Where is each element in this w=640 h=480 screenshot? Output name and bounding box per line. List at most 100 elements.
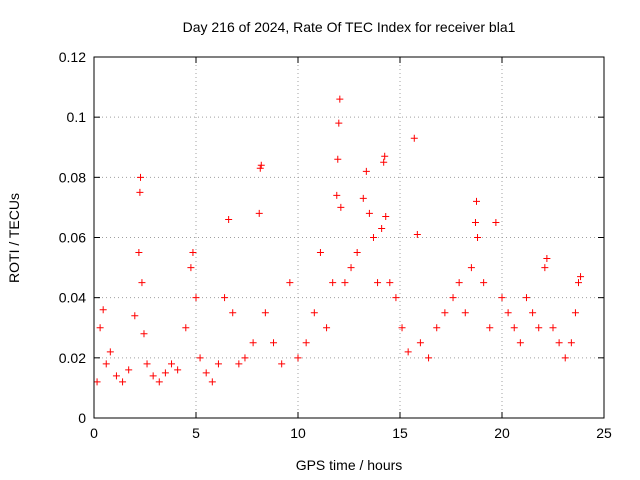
data-point	[249, 339, 257, 347]
data-point	[577, 273, 585, 281]
data-point	[455, 279, 463, 287]
data-point	[486, 324, 494, 332]
y-axis-label: ROTI / TECUs	[6, 193, 22, 283]
data-point	[149, 372, 157, 380]
data-point	[398, 324, 406, 332]
data-point	[516, 339, 524, 347]
data-point	[202, 369, 210, 377]
data-point	[316, 249, 324, 257]
data-point	[522, 294, 530, 302]
data-point	[555, 339, 563, 347]
x-tick-label: 10	[290, 425, 306, 441]
data-point	[143, 360, 151, 368]
axis-ticks: 0 5 10 15 20 25 0 0.02 0.04 0.06 0.08 0.1 0.12	[59, 49, 612, 441]
y-tick-label: 0.06	[59, 230, 86, 246]
x-tick-label: 25	[596, 425, 612, 441]
y-tick-label: 0.04	[59, 290, 86, 306]
data-point	[255, 209, 263, 217]
chart-grid	[94, 57, 604, 418]
data-point	[131, 312, 139, 320]
data-point	[161, 369, 169, 377]
data-point	[359, 194, 367, 202]
data-point	[229, 309, 237, 317]
data-point	[261, 309, 269, 317]
data-point	[192, 294, 200, 302]
y-tick-label: 0	[78, 410, 86, 426]
x-tick-label: 15	[392, 425, 408, 441]
data-point	[136, 188, 144, 196]
data-point	[337, 203, 345, 211]
data-point	[374, 279, 382, 287]
data-point	[381, 152, 389, 160]
data-point	[567, 339, 575, 347]
y-tick-label: 0.08	[59, 169, 86, 185]
data-point	[334, 155, 342, 163]
y-tick-label: 0.12	[59, 49, 86, 65]
data-point	[137, 173, 145, 181]
data-point	[182, 324, 190, 332]
data-point	[549, 324, 557, 332]
data-point	[365, 209, 373, 217]
data-point	[208, 378, 216, 386]
data-point	[425, 354, 433, 362]
data-point	[125, 366, 133, 374]
x-tick-label: 5	[192, 425, 200, 441]
data-point	[257, 161, 265, 169]
data-point	[353, 249, 361, 257]
data-point	[310, 309, 318, 317]
data-point	[535, 324, 543, 332]
data-point	[302, 339, 310, 347]
data-point	[386, 279, 394, 287]
data-point	[571, 309, 579, 317]
data-point	[392, 294, 400, 302]
data-point	[416, 339, 424, 347]
data-point	[96, 324, 104, 332]
data-points	[93, 95, 585, 386]
data-point	[119, 378, 127, 386]
data-point	[333, 191, 341, 199]
data-point	[369, 234, 377, 241]
data-point	[498, 294, 506, 302]
data-point	[382, 212, 390, 220]
data-point	[235, 360, 243, 368]
data-point	[575, 279, 582, 287]
data-point	[449, 294, 457, 302]
chart-title: Day 216 of 2024, Rate Of TEC Index for r…	[183, 19, 516, 35]
data-point	[294, 354, 302, 362]
data-point	[241, 354, 249, 362]
data-point	[441, 309, 449, 317]
data-point	[214, 360, 222, 368]
data-point	[492, 218, 500, 226]
data-point	[135, 249, 143, 257]
data-point	[335, 119, 343, 127]
data-point	[467, 264, 475, 272]
data-point	[174, 366, 182, 374]
data-point	[221, 294, 229, 302]
data-point	[286, 279, 294, 287]
data-point	[336, 95, 344, 103]
data-point	[461, 309, 469, 317]
data-point	[140, 330, 148, 338]
data-point	[102, 360, 110, 368]
data-point	[410, 134, 418, 142]
data-point	[543, 255, 551, 263]
data-point	[196, 354, 204, 362]
data-point	[106, 348, 114, 356]
data-point	[404, 348, 412, 356]
data-point	[270, 339, 278, 347]
data-point	[256, 164, 264, 172]
data-point	[474, 234, 482, 241]
data-point	[362, 167, 370, 175]
data-point	[504, 309, 512, 317]
data-point	[323, 324, 331, 332]
data-point	[378, 224, 386, 232]
data-point	[278, 360, 286, 368]
data-point	[541, 264, 549, 272]
data-point	[413, 230, 421, 238]
data-point	[112, 372, 120, 380]
data-point	[225, 215, 233, 223]
data-point	[93, 378, 101, 386]
data-point	[138, 279, 146, 287]
y-tick-label: 0.1	[67, 109, 87, 125]
